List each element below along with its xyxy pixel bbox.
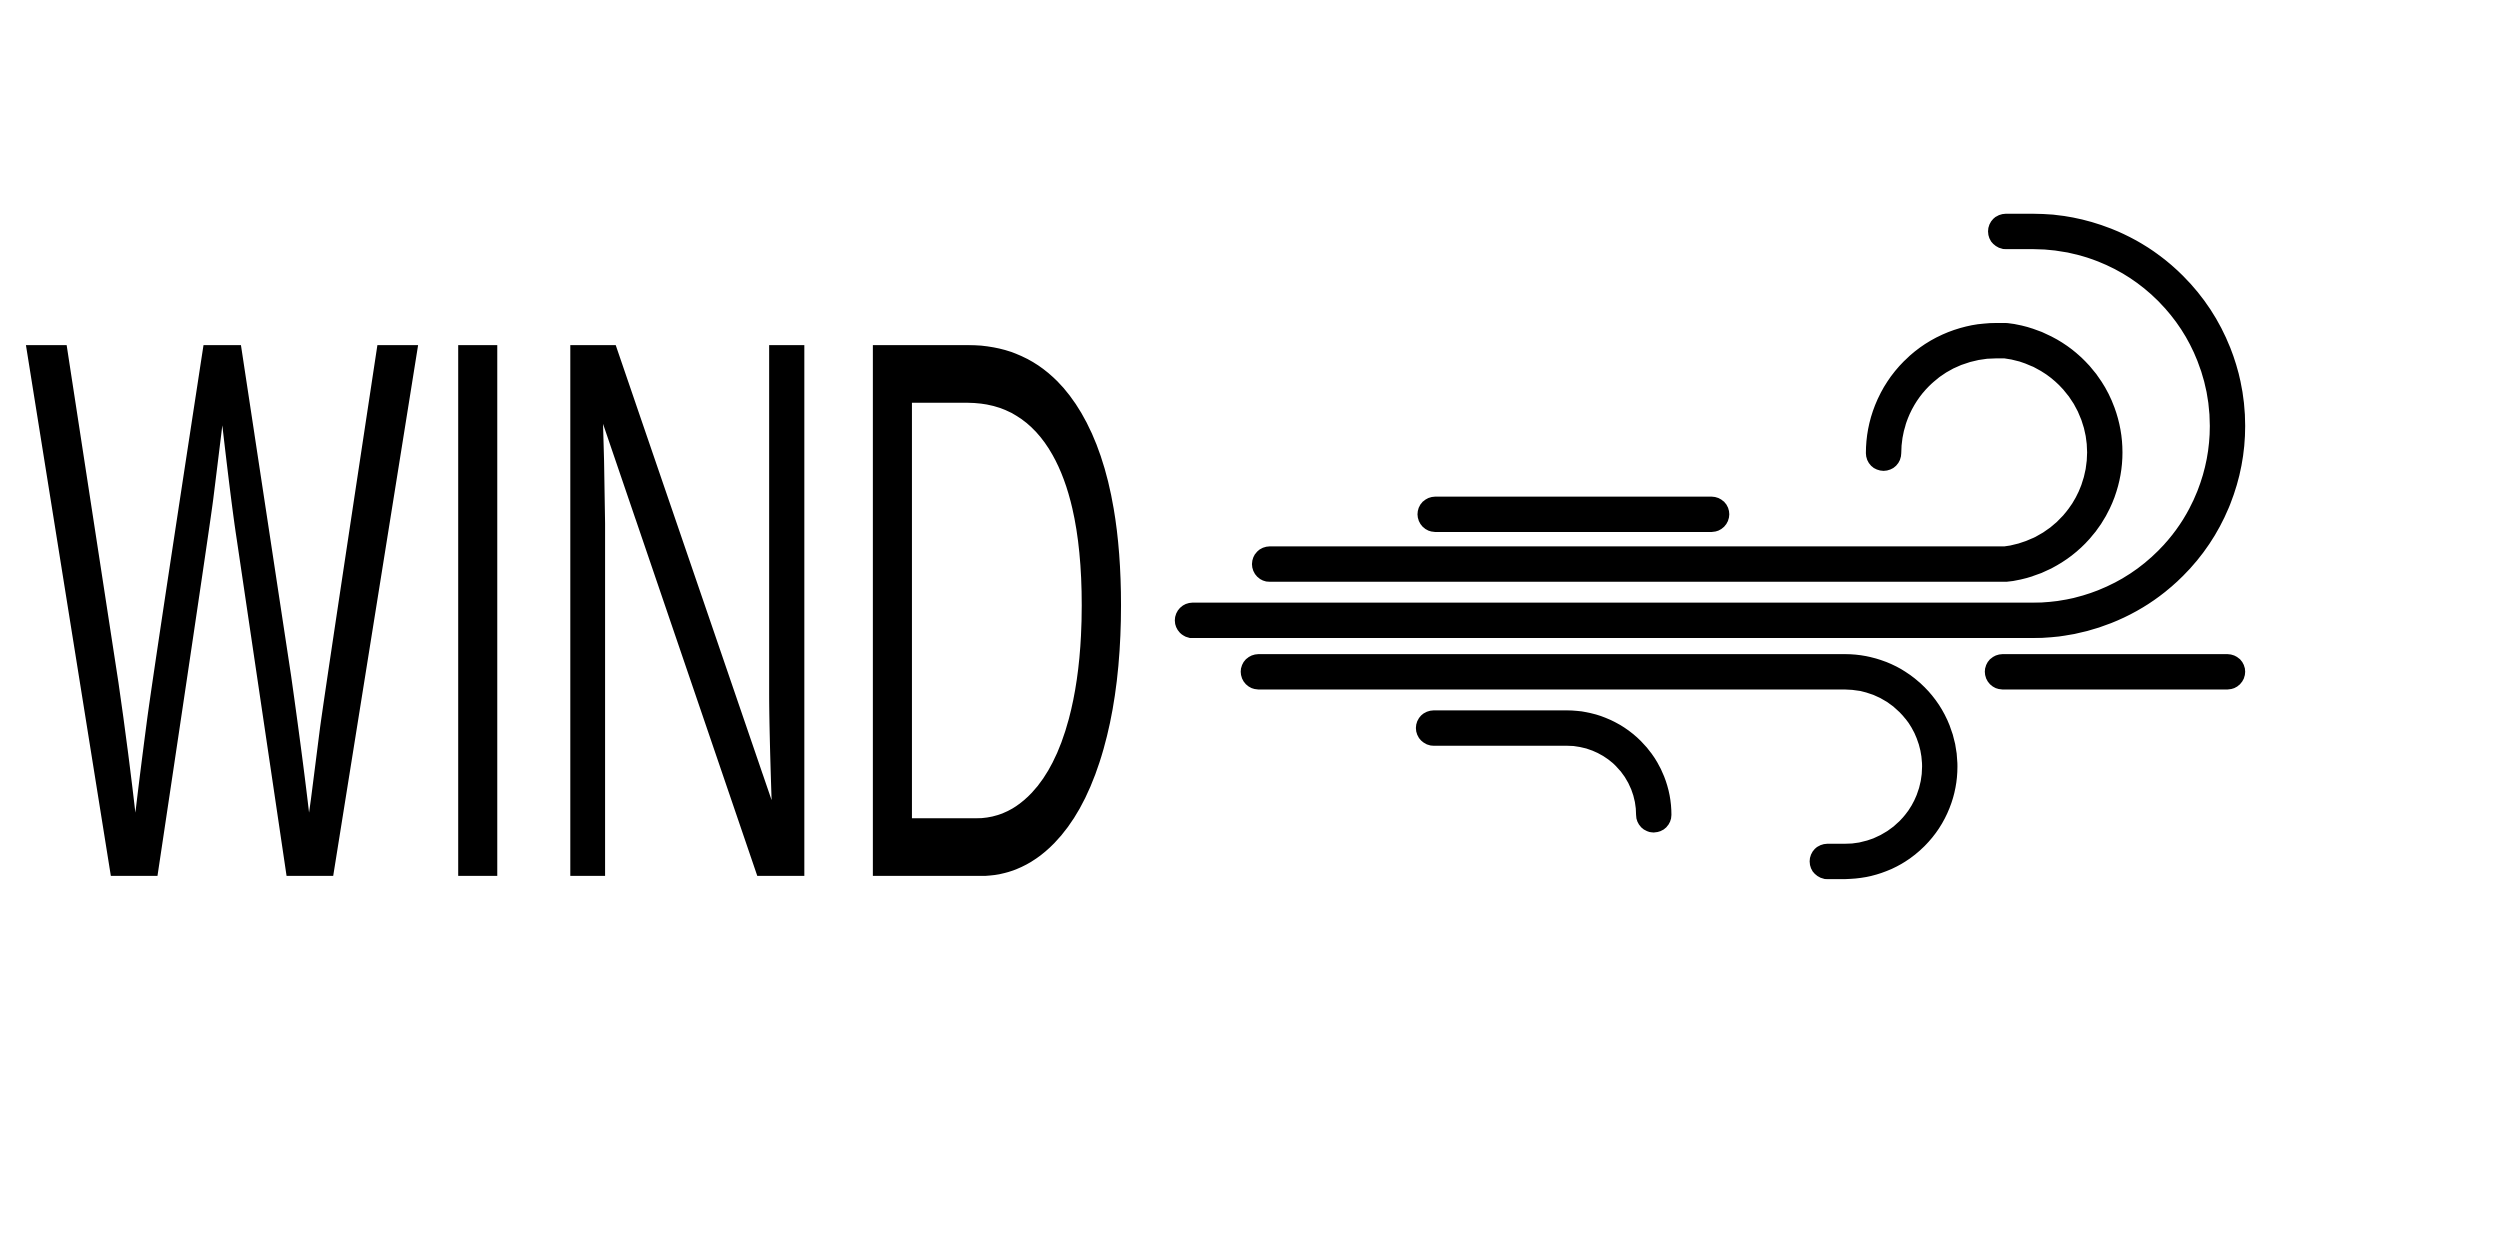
wind-icon: [1174, 213, 2246, 880]
gust-line: [1415, 710, 1672, 833]
gust-line: [1174, 213, 2246, 639]
gust-line: [1240, 654, 1958, 880]
wordmark: WIND: [24, 179, 1141, 1040]
gust-line: [1251, 323, 2123, 582]
